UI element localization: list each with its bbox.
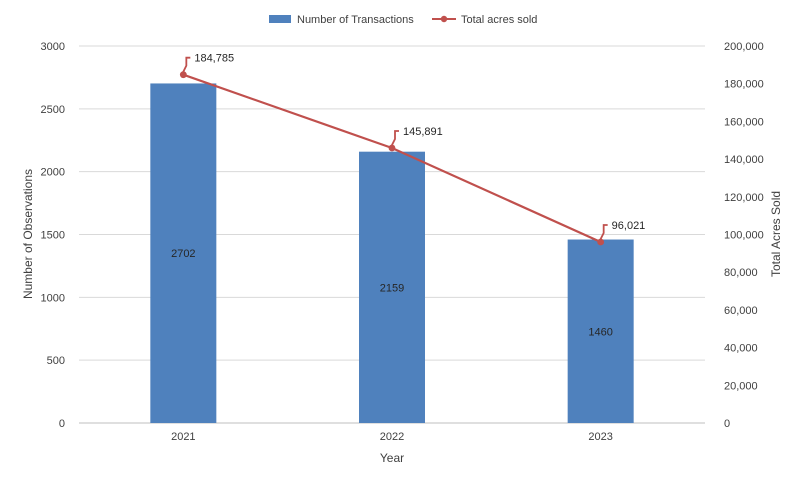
- leader-line: [599, 224, 608, 242]
- line-series: 184,785 145,891 96,021: [179, 53, 646, 246]
- legend-label-acres: Total acres sold: [461, 14, 537, 26]
- left-tick-label: 0: [59, 418, 65, 430]
- bar: [567, 239, 634, 423]
- left-tick-label: 2000: [41, 167, 65, 179]
- right-tick-label: 120,000: [724, 192, 764, 204]
- left-tick-label: 1500: [41, 230, 65, 242]
- line-data-label: 96,021: [612, 220, 646, 232]
- right-tick-label: 0: [724, 418, 730, 430]
- left-tick-label: 2500: [41, 104, 65, 116]
- bar-data-label: 2702: [171, 248, 195, 260]
- left-axis-title: Number of Observations: [21, 169, 35, 299]
- left-tick-label: 1000: [41, 292, 65, 304]
- left-tick-label: 500: [47, 355, 65, 367]
- right-axis-title: Total Acres Sold: [769, 191, 783, 277]
- x-tick-label: 2022: [380, 431, 404, 443]
- bar-data-label: 1460: [588, 326, 612, 338]
- bar: [150, 83, 217, 423]
- left-tick-label: 3000: [41, 41, 65, 53]
- right-tick-label: 60,000: [724, 305, 758, 317]
- legend-label-transactions: Number of Transactions: [297, 14, 414, 26]
- right-tick-label: 200,000: [724, 41, 764, 53]
- bar-series: 2702 2159 1460: [150, 83, 634, 423]
- x-tick-label: 2023: [588, 431, 612, 443]
- bar-data-label: 2159: [380, 282, 404, 294]
- x-axis-title: Year: [380, 451, 404, 465]
- line-point: [597, 238, 605, 246]
- line-data-label: 145,891: [403, 126, 443, 138]
- x-axis-ticks: 2021 2022 2023: [171, 431, 613, 443]
- right-tick-label: 20,000: [724, 380, 758, 392]
- leader-line: [182, 56, 191, 75]
- right-tick-label: 180,000: [724, 79, 764, 91]
- legend: Number of Transactions Total acres sold: [269, 14, 537, 26]
- x-tick-label: 2021: [171, 431, 195, 443]
- left-axis-ticks: 0 500 1000 1500 2000 2500 3000: [41, 41, 65, 430]
- line-point: [388, 144, 396, 152]
- legend-swatch-transactions: [269, 15, 291, 23]
- right-tick-label: 100,000: [724, 230, 764, 242]
- legend-marker-acres: [440, 15, 448, 23]
- line-data-label: 184,785: [194, 53, 234, 65]
- right-tick-label: 160,000: [724, 116, 764, 128]
- right-tick-label: 140,000: [724, 154, 764, 166]
- right-tick-label: 80,000: [724, 267, 758, 279]
- right-axis-ticks: 0 20,000 40,000 60,000 80,000 100,000 120,000 1…: [724, 41, 764, 430]
- bar: [359, 151, 425, 423]
- right-tick-label: 40,000: [724, 343, 758, 355]
- leader-line: [391, 130, 399, 148]
